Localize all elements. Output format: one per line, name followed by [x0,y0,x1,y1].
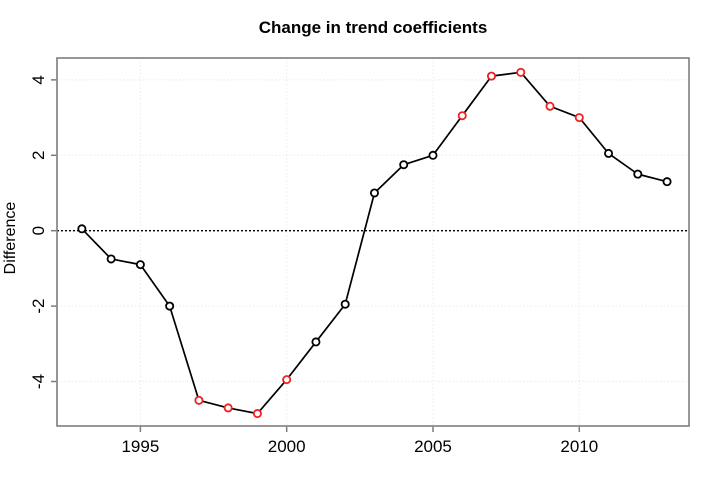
data-point-1996 [165,301,175,311]
data-point-2006 [457,111,467,121]
data-point-1997 [194,395,204,405]
data-point-1998 [223,403,233,413]
y-tick-label: -2 [29,299,48,314]
data-point-2007 [486,71,496,81]
data-point-2002 [340,299,350,309]
data-point-2000 [282,375,292,385]
data-point-2009 [545,101,555,111]
y-axis-label: Difference [2,201,19,275]
y-tick-label: -4 [29,374,48,389]
x-tick-label: 1995 [121,437,159,456]
data-point-2004 [399,160,409,170]
y-tick-label: 0 [29,226,48,235]
data-point-2003 [369,188,379,198]
plot-frame [56,57,690,427]
y-tick-label: 2 [29,151,48,160]
data-point-2001 [311,337,321,347]
data-point-2008 [516,67,526,77]
data-point-1995 [135,260,145,270]
x-tick-label: 2000 [268,437,306,456]
chart-title: Change in trend coefficients [258,18,488,37]
x-tick-label: 2010 [560,437,598,456]
x-tick-label: 2005 [414,437,452,456]
data-point-2012 [633,169,643,179]
data-point-2010 [574,113,584,123]
data-point-2011 [604,148,614,158]
data-point-1993 [77,224,87,234]
data-point-1999 [252,409,262,419]
data-point-1994 [106,254,116,264]
y-tick-label: 4 [29,75,48,84]
data-point-2005 [428,150,438,160]
data-point-2013 [662,177,672,187]
